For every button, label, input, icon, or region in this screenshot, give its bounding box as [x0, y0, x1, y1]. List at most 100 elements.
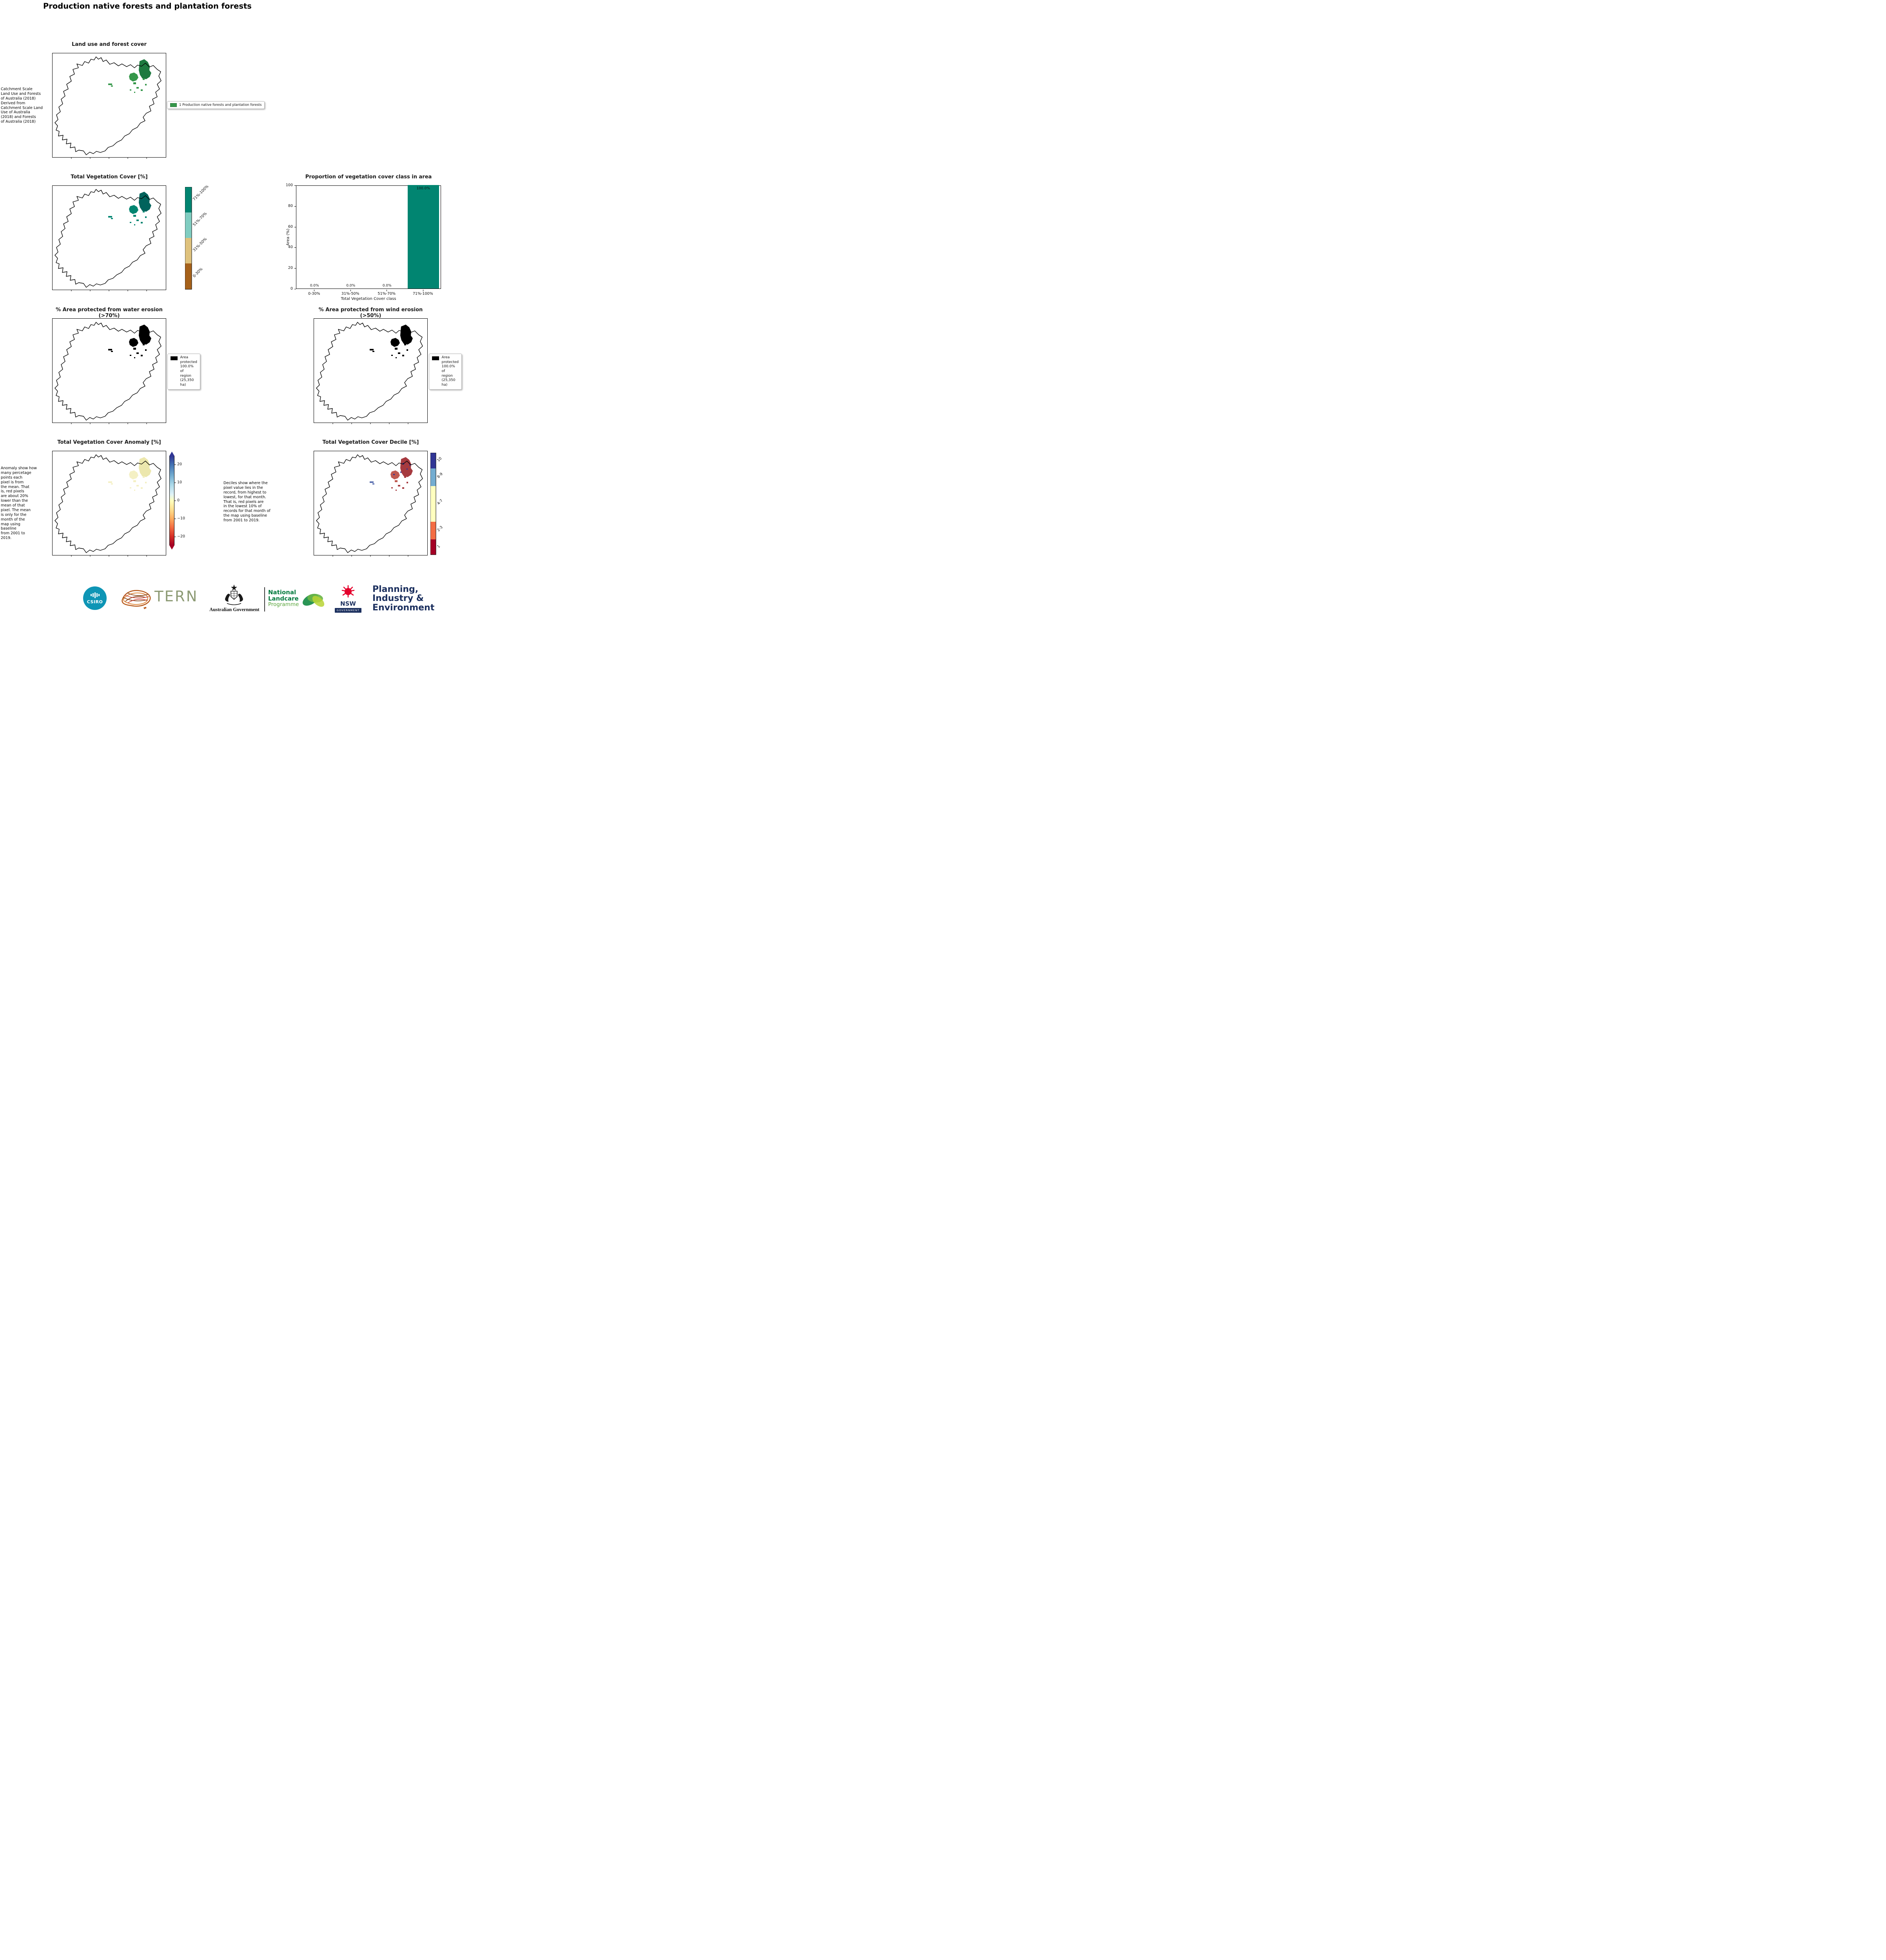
catchment-map-canvas: [54, 322, 162, 424]
veg-cover-title: Total Vegetation Cover [%]: [71, 174, 148, 180]
tern-australia-icon: [122, 590, 151, 609]
csiro-wordmark: CSIRO: [87, 599, 103, 604]
colorbar-label: 31%-50%: [192, 237, 208, 253]
proportion-chart: 0.0% 0.0% 0.0% 100.0% 0 20 40 60 80 100 0-30% 31%…: [286, 183, 441, 301]
anomaly-tick: −10: [177, 516, 185, 521]
forest-patches: [108, 59, 151, 93]
forest-patches: [370, 457, 413, 491]
chart-y-axis: 0 20 40 60 80 100: [278, 183, 296, 291]
x-tick-label: 71%-100%: [412, 292, 433, 296]
forest-swatch-icon: [170, 103, 177, 107]
wind-erosion-legend: Area protected 100.0% of region (25,350 …: [429, 354, 462, 390]
y-tick-mark: [294, 206, 296, 207]
catchment-boundary: [54, 56, 162, 155]
footer-divider: [264, 587, 265, 612]
land-use-legend-label: 1 Production native forests and plantati…: [179, 103, 262, 107]
y-tick-label: 100: [285, 183, 293, 187]
water-erosion-map: [52, 318, 166, 424]
colorbar-label: 8-9: [436, 472, 444, 479]
bar-value-label: 0.0%: [310, 284, 319, 288]
tern-wordmark: TERN: [154, 588, 198, 605]
dpie-line1: Planning,: [372, 584, 419, 594]
anomaly-tick: 0: [177, 498, 180, 503]
colorbar-label: 71%-100%: [192, 184, 210, 202]
y-axis-label: Area (%): [286, 229, 290, 246]
bar-value-label: 0.0%: [382, 284, 392, 288]
nsw-waratah-icon: [341, 585, 355, 598]
y-tick-mark: [294, 247, 296, 248]
y-tick-label: 60: [288, 224, 293, 229]
veg-cover-map: [52, 185, 166, 291]
australian-government-crest-icon: [225, 584, 243, 605]
bar-71%-100%: [407, 185, 439, 289]
catchment-boundary: [54, 322, 162, 421]
anomaly-gradient: [169, 456, 174, 545]
colorbar-arrow-up-icon: [169, 452, 174, 456]
protected-swatch-icon: [432, 356, 439, 360]
x-tick-label: 31%-50%: [341, 292, 359, 296]
australian-government-wordmark: Australian Government: [209, 607, 260, 612]
decile-title: Total Vegetation Cover Decile [%]: [322, 439, 419, 445]
catchment-map-canvas: [316, 322, 423, 424]
catchment-boundary: [54, 189, 162, 288]
chart-x-axis: 0-30% 31%-50% 51%-70% 71%-100%: [296, 290, 441, 296]
catchment-map-canvas: [54, 454, 162, 557]
planning-industry-environment-wordmark: Planning, Industry & Environment: [372, 585, 434, 612]
land-use-legend: 1 Production native forests and plantati…: [167, 101, 265, 109]
anomaly-caption: Anomaly show how many percetage points e…: [1, 466, 37, 541]
water-erosion-title: % Area protected from water erosion (>70…: [56, 307, 163, 319]
colorbar-label: 10: [436, 456, 443, 463]
csiro-logo: CSIRO: [83, 586, 107, 610]
veg-colorbar-icon: [185, 187, 192, 290]
anomaly-map: [52, 451, 166, 557]
catchment-map-canvas: [54, 189, 162, 291]
y-tick-label: 40: [288, 245, 293, 250]
anomaly-tick: 10: [177, 480, 182, 485]
veg-cover-colorbar: 71%-100% 51%-70% 31%-50% 0-30%: [185, 184, 209, 291]
colorbar-segment: [185, 263, 192, 289]
map-axis-ticks: [71, 157, 147, 159]
colorbar-label: 51%-70%: [192, 211, 208, 227]
nsw-government-label: GOVERNMENT: [334, 608, 362, 613]
dpie-line2: Industry &: [372, 593, 424, 604]
catchment-boundary: [316, 454, 423, 553]
colorbar-label: 1: [436, 544, 441, 549]
bar-value-label: 100.0%: [416, 187, 430, 191]
decile-colorbar: 10 8-9 4-7 2-3 1: [430, 452, 444, 557]
wind-erosion-legend-label: Area protected 100.0% of region (25,350 …: [441, 356, 459, 387]
colorbar-label: 0-30%: [192, 267, 204, 279]
dpie-line3: Environment: [372, 603, 435, 613]
land-use-title: Land use and forest cover: [72, 42, 147, 47]
landcare-wordmark: National Landcare Programme: [268, 589, 299, 608]
decile-colorbar-icon: [430, 452, 436, 555]
map-axis-ticks: [71, 423, 147, 424]
colorbar-segment: [430, 539, 436, 555]
landcare-line3: Programme: [268, 601, 299, 608]
x-tick-label: 51%-70%: [378, 292, 396, 296]
page-title: Production native forests and plantation…: [43, 2, 252, 11]
anomaly-tick: −20: [177, 534, 185, 539]
anomaly-colorbar: 20 10 0 −10 −20: [169, 452, 185, 550]
colorbar-segment: [185, 187, 192, 212]
wind-erosion-title: % Area protected from wind erosion (>50%…: [318, 307, 423, 319]
catchment-boundary: [316, 322, 423, 421]
y-tick-label: 20: [288, 266, 293, 270]
csiro-waves-icon: [90, 592, 100, 598]
forest-patches: [370, 325, 413, 358]
x-axis-label: Total Vegetation Cover class: [341, 297, 396, 301]
y-tick-label: 80: [288, 203, 293, 208]
chart-title: Proportion of vegetation cover class in …: [305, 174, 432, 180]
colorbar-label: 2-3: [436, 525, 444, 533]
colorbar-segment: [430, 522, 436, 539]
forest-patches: [108, 192, 151, 225]
decile-map: [314, 451, 428, 557]
wind-erosion-map: [314, 318, 428, 424]
bar-value-label: 0.0%: [346, 284, 356, 288]
colorbar-segment: [185, 212, 192, 238]
catchment-boundary: [54, 454, 162, 553]
water-erosion-legend-label: Area protected 100.0% of region (25,350 …: [180, 356, 197, 387]
x-tick-mark: [350, 290, 351, 291]
protected-swatch-icon: [171, 356, 178, 360]
map-axis-ticks: [71, 555, 147, 557]
anomaly-tick: 20: [177, 462, 182, 466]
